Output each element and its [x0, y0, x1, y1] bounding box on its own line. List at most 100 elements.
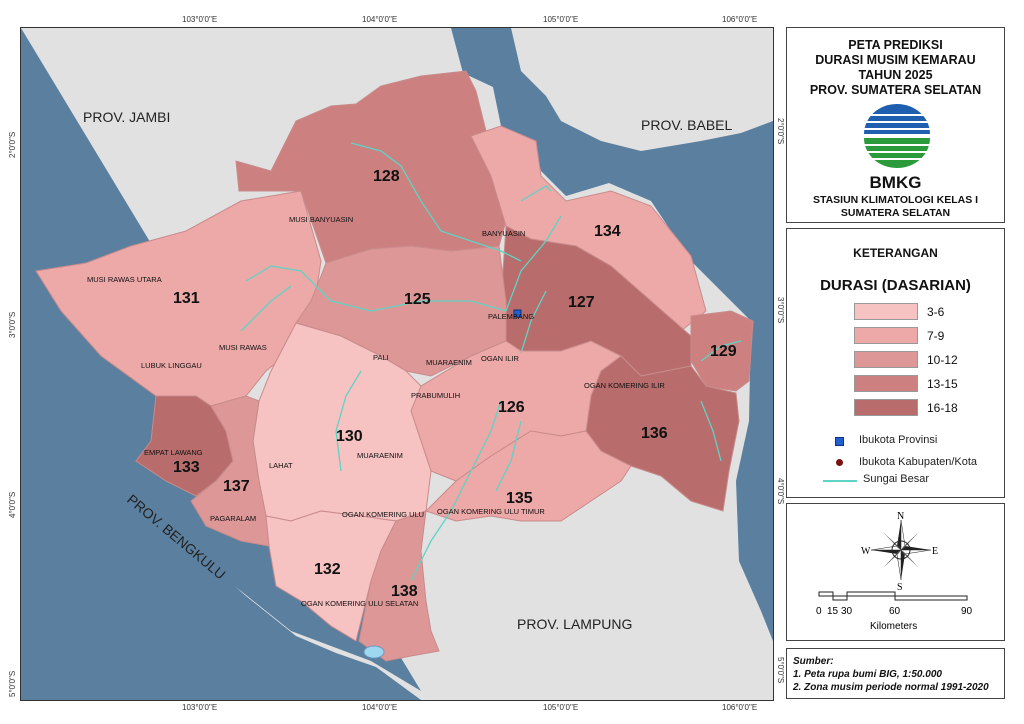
zone-number-130: 130: [336, 428, 363, 445]
legend-capital-label: Ibukota Provinsi: [859, 434, 938, 446]
source-heading: Sumber:: [793, 656, 834, 667]
legend-river-label: Sungai Besar: [863, 473, 930, 485]
coord-bottom-103: 103°0'0"E: [182, 703, 218, 712]
legend-heading: KETERANGAN: [853, 246, 938, 260]
zone-number-128: 128: [373, 168, 400, 185]
source-panel: Sumber: 1. Peta rupa bumi BIG, 1:50.000 …: [786, 648, 1005, 699]
zone-number-133: 133: [173, 459, 200, 476]
compass-west-label: W: [861, 546, 871, 557]
place-oku: OGAN KOMERING ULU: [342, 510, 424, 519]
regency-symbol-icon: [836, 459, 843, 466]
zone-125: [295, 245, 507, 377]
bengkulu-sea: [21, 416, 421, 700]
place-ogan-ilir: OGAN ILIR: [481, 354, 520, 363]
coord-right-4: 4°0'0"S: [776, 478, 785, 505]
coord-bottom-105: 105°0'0"E: [543, 703, 579, 712]
legend-label-13-15: 13-15: [927, 377, 958, 391]
zone-number-135: 135: [506, 490, 533, 507]
zone-138: [358, 510, 440, 662]
scale-tick-15: 15: [827, 606, 839, 617]
compass-scale-panel: N S E W 0 15 30 60 90 Kilometers: [786, 503, 1005, 641]
label-prov-babel: PROV. BABEL: [641, 117, 733, 133]
map-frame[interactable]: PROV. JAMBI PROV. BABEL PROV. BENGKULU P…: [20, 27, 774, 701]
place-lubuk-linggau: LUBUK LINGGAU: [141, 361, 202, 370]
station-line-1: STASIUN KLIMATOLOGI KELAS I: [812, 194, 979, 206]
zone-number-137: 137: [223, 478, 250, 495]
place-oku-timur: OGAN KOMERING ULU TIMUR: [437, 507, 545, 516]
title-line-2: DURASI MUSIM KEMARAU: [815, 53, 976, 67]
agency-name: BMKG: [869, 173, 922, 192]
zone-number-126: 126: [498, 399, 525, 416]
zone-135: [425, 430, 632, 522]
place-ogan-komering-ilir: OGAN KOMERING ILIR: [584, 381, 665, 390]
title-line-4: PROV. SUMATERA SELATAN: [809, 83, 982, 97]
rivers: [240, 142, 742, 582]
coord-left-4: 4°0'0"S: [8, 491, 17, 518]
bangka-island: [511, 28, 773, 151]
zone-number-134: 134: [594, 223, 621, 240]
legend-subheading: DURASI (DASARIAN): [820, 277, 971, 294]
zone-137: [190, 395, 270, 547]
scale-tick-0: 0: [816, 606, 822, 617]
coord-top-104: 104°0'0"E: [362, 15, 398, 24]
legend-label-10-12: 10-12: [927, 353, 958, 367]
zone-number-138: 138: [391, 583, 418, 600]
compass-rose-icon: N S E W: [861, 511, 938, 590]
coord-right-3: 3°0'0"S: [776, 297, 785, 324]
coord-left-3: 3°0'0"S: [8, 311, 17, 338]
coord-bottom-106: 106°0'0"E: [722, 703, 758, 712]
place-musi-rawas-utara: MUSI RAWAS UTARA: [87, 275, 162, 284]
legend-regency-label: Ibukota Kabupaten/Kota: [859, 456, 978, 468]
title-line-1: PETA PREDIKSI: [848, 38, 943, 52]
place-empat-lawang: EMPAT LAWANG: [144, 448, 203, 457]
place-palembang: PALEMBANG: [488, 312, 534, 321]
palembang-capital-marker[interactable]: [513, 309, 522, 318]
source-line-2: 2. Zona musim periode normal 1991-2020: [793, 682, 989, 693]
zone-number-131: 131: [173, 290, 200, 307]
zone-129: [690, 310, 754, 392]
label-prov-jambi: PROV. JAMBI: [83, 109, 170, 125]
river-symbol-icon: [823, 480, 857, 482]
coord-top-105: 105°0'0"E: [543, 15, 579, 24]
map-canvas[interactable]: PROV. JAMBI PROV. BABEL PROV. BENGKULU P…: [21, 28, 773, 700]
station-line-2: SUMATERA SELATAN: [840, 207, 951, 219]
legend-swatch-3-6: [854, 303, 918, 320]
compass-east-label: E: [932, 546, 938, 557]
lake-ranau: [363, 645, 385, 659]
place-oku-selatan: OGAN KOMERING ULU SELATAN: [301, 599, 418, 608]
compass-south-label: S: [897, 582, 903, 590]
legend-panel: KETERANGAN DURASI (DASARIAN) 3-6 7-9 10-…: [786, 228, 1005, 498]
legend-label-3-6: 3-6: [927, 305, 945, 319]
place-musi-rawas: MUSI RAWAS: [219, 343, 267, 352]
legend-swatch-16-18: [854, 399, 918, 416]
scale-tick-90: 90: [961, 606, 973, 617]
place-musi-banyuasin: MUSI BANYUASIN: [289, 215, 353, 224]
legend-swatch-7-9: [854, 327, 918, 344]
coord-left-2: 2°0'0"S: [8, 131, 17, 158]
coord-left-5: 5°0'0"S: [8, 670, 17, 697]
zone-number-132: 132: [314, 561, 341, 578]
coord-bottom-104: 104°0'0"E: [362, 703, 398, 712]
place-prabumulih: PRABUMULIH: [411, 391, 460, 400]
legend-label-16-18: 16-18: [927, 401, 958, 415]
scale-bar: 0 15 30 60 90 Kilometers: [816, 591, 973, 632]
place-lahat: LAHAT: [269, 461, 293, 470]
zone-number-127: 127: [568, 294, 595, 311]
legend-swatch-13-15: [854, 375, 918, 392]
place-banyuasin: BANYUASIN: [482, 229, 525, 238]
legend-label-7-9: 7-9: [927, 329, 945, 343]
title-line-3: TAHUN 2025: [858, 68, 933, 82]
title-panel: PETA PREDIKSI DURASI MUSIM KEMARAU TAHUN…: [786, 27, 1005, 223]
place-muaraenim-north: MUARAENIM: [426, 358, 472, 367]
scale-unit: Kilometers: [870, 621, 917, 632]
capital-symbol-icon: [835, 437, 844, 446]
zone-number-129: 129: [710, 343, 737, 360]
source-line-1: 1. Peta rupa bumi BIG, 1:50.000: [793, 669, 942, 680]
compass-north-label: N: [897, 511, 904, 522]
zone-number-136: 136: [641, 425, 668, 442]
coord-right-5: 5°0'0"S: [776, 657, 785, 684]
coord-top-106: 106°0'0"E: [722, 15, 758, 24]
zone-number-125: 125: [404, 291, 431, 308]
legend-swatch-10-12: [854, 351, 918, 368]
label-prov-lampung: PROV. LAMPUNG: [517, 616, 632, 632]
